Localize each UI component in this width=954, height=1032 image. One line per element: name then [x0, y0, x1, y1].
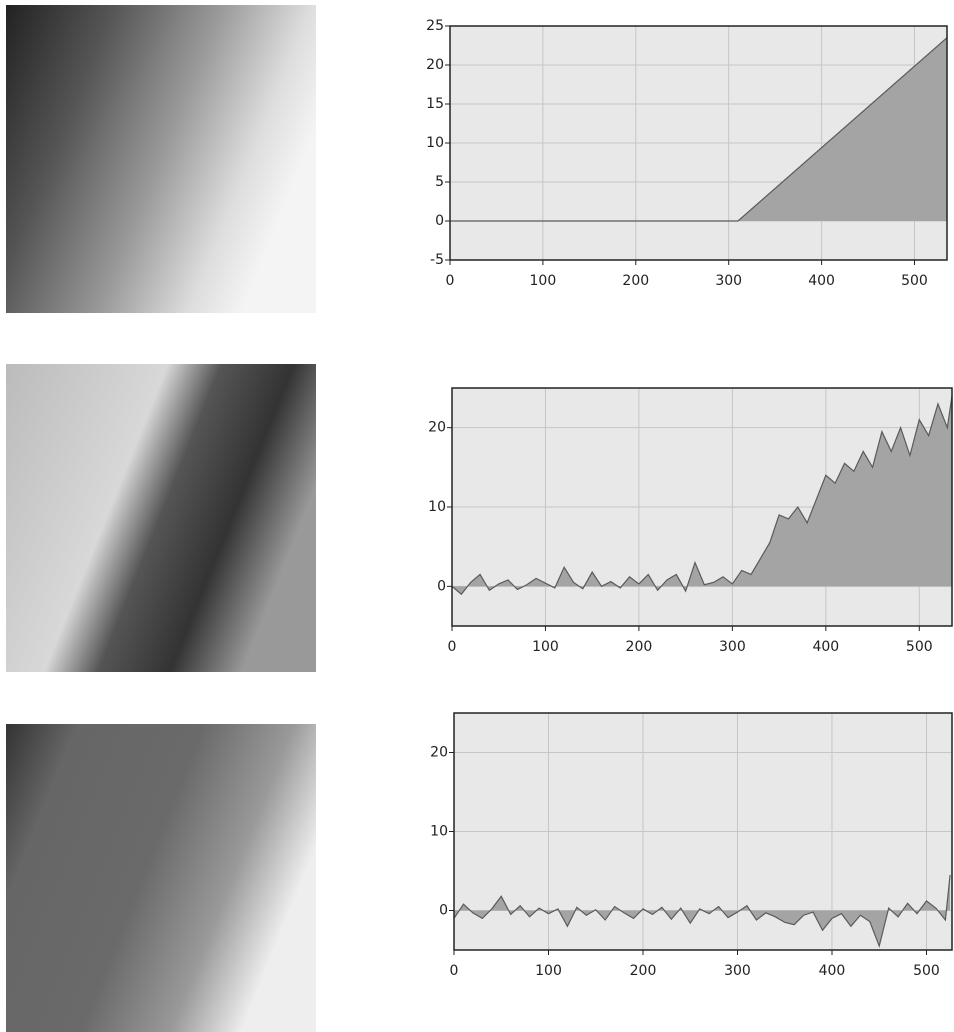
x-tick-label: 500 — [906, 639, 933, 655]
y-tick-label: 10 — [426, 135, 444, 151]
y-tick-label: 0 — [437, 578, 446, 594]
x-tick-label: 100 — [535, 963, 562, 979]
area-fill — [450, 37, 947, 222]
x-tick-label: 200 — [626, 639, 653, 655]
image-panel — [6, 364, 316, 672]
plot-border — [453, 712, 953, 951]
x-tick-label: 100 — [532, 639, 559, 655]
x-tick-label: 500 — [901, 273, 928, 289]
x-tick-label: 300 — [715, 273, 742, 289]
x-tick-label: 100 — [530, 273, 557, 289]
x-tick-label: 0 — [446, 273, 455, 289]
x-tick-label: 500 — [913, 963, 940, 979]
x-tick-label: 200 — [630, 963, 657, 979]
y-tick-label: 20 — [430, 745, 448, 761]
area-line — [451, 395, 953, 596]
x-tick-label: 300 — [724, 963, 751, 979]
area-line — [453, 874, 951, 949]
x-tick-label: 400 — [812, 639, 839, 655]
plot-border — [451, 387, 953, 627]
y-tick-label: 20 — [426, 57, 444, 73]
y-tick-label: 10 — [430, 824, 448, 840]
y-tick-label: 15 — [426, 96, 444, 112]
x-tick-label: 0 — [448, 639, 457, 655]
y-tick-label: 10 — [428, 499, 446, 515]
x-tick-label: 300 — [719, 639, 746, 655]
y-tick-label: 25 — [426, 18, 444, 34]
image-panel — [6, 724, 316, 1032]
x-tick-label: 400 — [808, 273, 835, 289]
plot-border — [449, 25, 948, 261]
area-fill — [452, 395, 952, 595]
y-tick-label: 5 — [435, 174, 444, 190]
area-line — [450, 37, 948, 222]
image-panel — [6, 5, 316, 313]
y-tick-label: -5 — [430, 252, 444, 268]
x-tick-label: 200 — [622, 273, 649, 289]
y-tick-label: 0 — [439, 903, 448, 919]
x-tick-label: 0 — [450, 963, 459, 979]
x-tick-label: 400 — [819, 963, 846, 979]
y-tick-label: 0 — [435, 213, 444, 229]
y-tick-label: 20 — [428, 420, 446, 436]
